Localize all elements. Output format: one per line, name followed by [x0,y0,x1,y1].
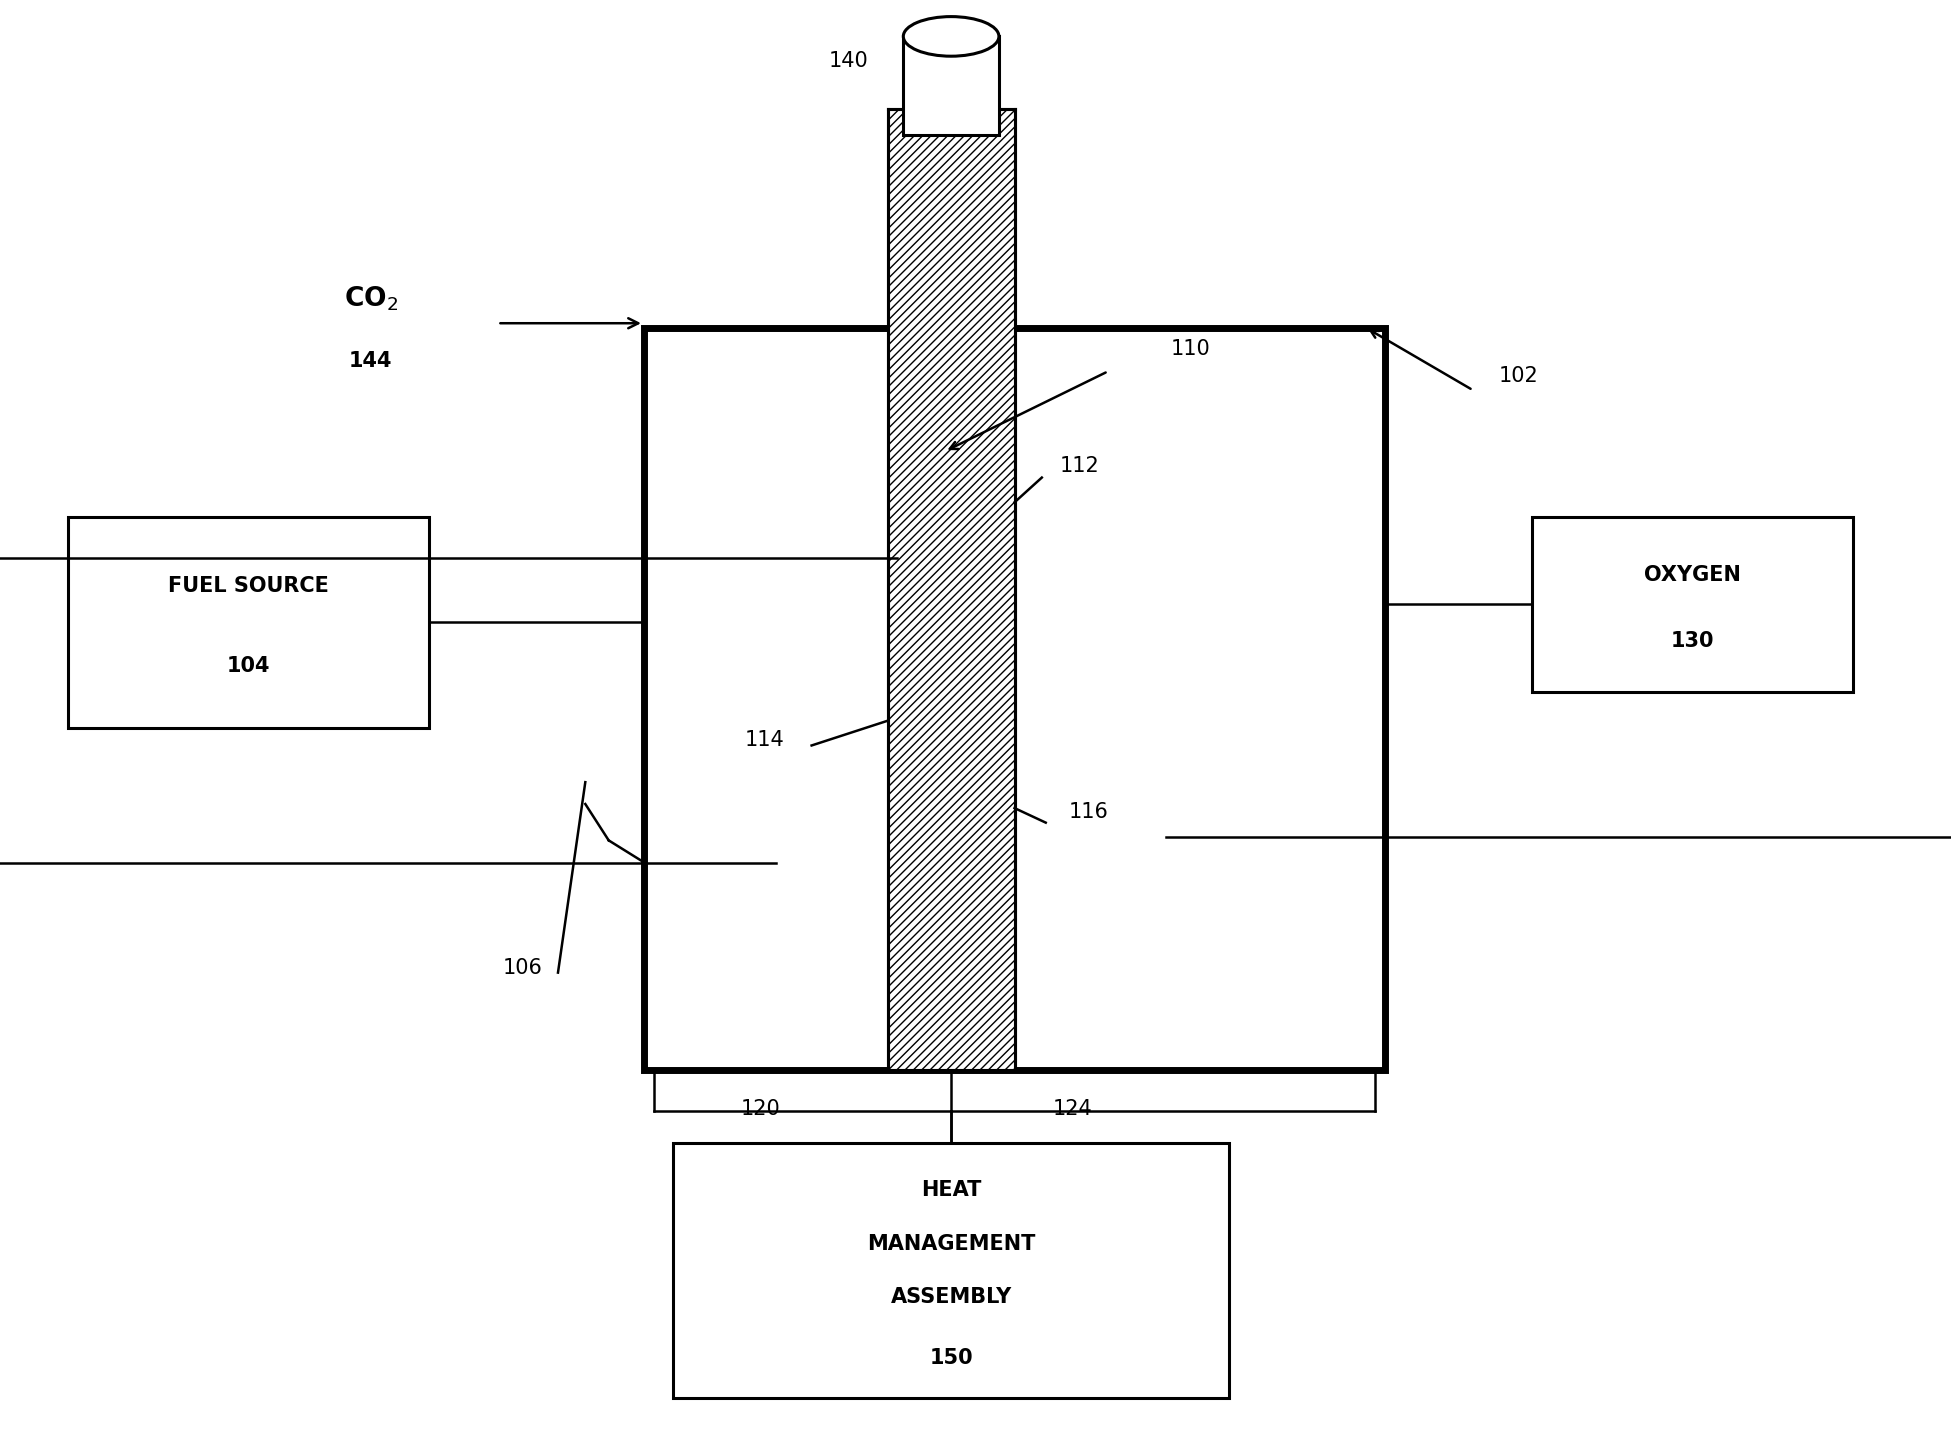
Text: 104: 104 [226,657,271,676]
Text: 150: 150 [929,1348,974,1367]
Text: 116: 116 [1069,802,1108,823]
Text: FUEL SOURCE: FUEL SOURCE [168,577,330,596]
Text: 114: 114 [745,729,784,750]
Text: CO$_2$: CO$_2$ [343,284,398,313]
Text: ASSEMBLY: ASSEMBLY [890,1287,1013,1306]
Text: 130: 130 [1670,630,1715,651]
Text: 140: 140 [829,51,868,71]
Bar [888,109,1015,1070]
Bar [903,36,999,135]
Text: 124: 124 [1054,1099,1093,1120]
Bar [888,109,1015,1070]
Bar [68,517,429,728]
Text: 110: 110 [1171,339,1210,360]
Text: OXYGEN: OXYGEN [1645,565,1740,585]
Bar [644,328,1385,1070]
Text: 112: 112 [1059,456,1098,476]
Text: 144: 144 [349,351,392,371]
Text: MANAGEMENT: MANAGEMENT [866,1235,1036,1254]
Ellipse shape [903,16,999,57]
Text: 106: 106 [503,958,542,978]
Text: 120: 120 [741,1099,780,1120]
Bar [1532,517,1853,692]
Text: 102: 102 [1498,365,1537,386]
Bar [673,1143,1229,1398]
Text: HEAT: HEAT [921,1181,981,1200]
